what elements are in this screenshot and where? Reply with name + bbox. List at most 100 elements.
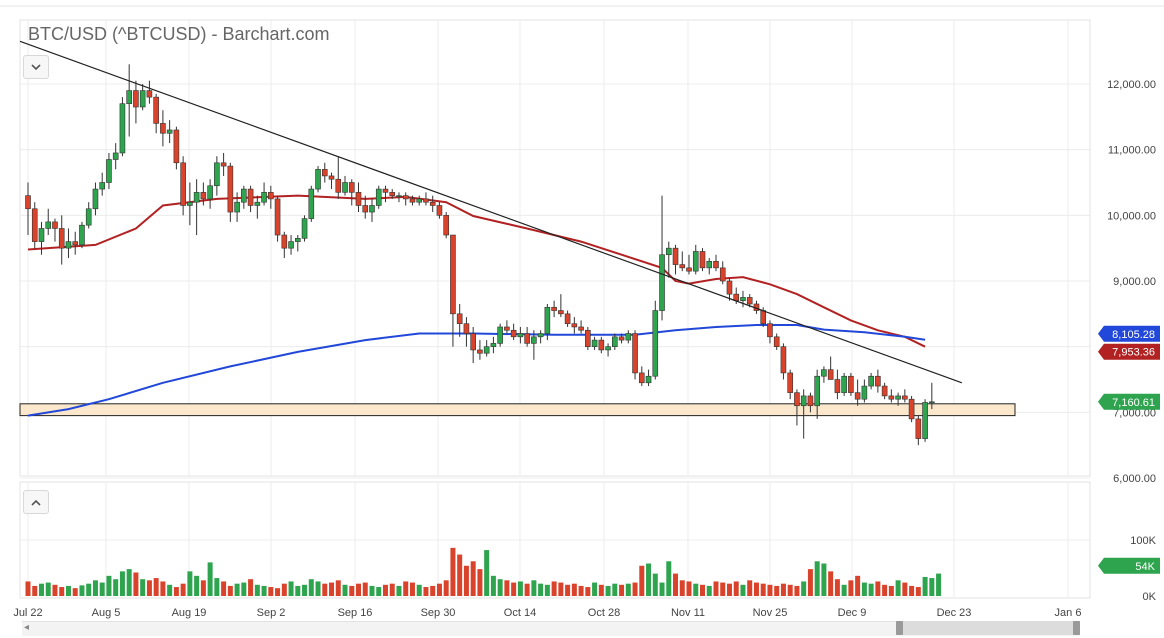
candle [726, 277, 733, 301]
candle [92, 182, 99, 216]
volume-bar [187, 571, 193, 596]
candle [79, 221, 85, 249]
scrollbar-thumb[interactable] [896, 621, 1080, 635]
candle-body [922, 402, 928, 439]
candle [517, 326, 524, 344]
candle [537, 330, 544, 344]
candle [281, 231, 288, 259]
candle [679, 251, 686, 272]
candle [193, 179, 200, 236]
candle [160, 110, 166, 147]
candle-body [665, 247, 672, 256]
volume-bar [335, 580, 341, 596]
candle-body [773, 336, 780, 347]
scrollbar-left-handle[interactable] [896, 621, 903, 635]
candle [389, 189, 396, 199]
candle [402, 192, 409, 206]
y-tick-label: 9,000.00 [1113, 276, 1156, 288]
candle [598, 336, 605, 354]
volume-bar [450, 547, 456, 596]
volume-bar [133, 572, 139, 596]
scrollbar-right-handle[interactable] [1073, 621, 1080, 635]
y-tick-label: 12,000.00 [1107, 79, 1156, 91]
chevron-up-icon[interactable] [23, 490, 49, 514]
candle-body [402, 195, 409, 200]
candle-body [632, 333, 638, 374]
candle-body [180, 162, 186, 206]
chevron-down-icon[interactable] [23, 55, 49, 79]
candle-body [733, 293, 740, 301]
candle-body [369, 205, 375, 213]
candle-body [915, 418, 922, 439]
candle [665, 241, 672, 278]
candle [328, 172, 335, 190]
candle [713, 254, 719, 272]
candle [450, 234, 456, 347]
candle-body [173, 129, 180, 164]
candle [483, 340, 490, 357]
volume-bar [92, 580, 98, 596]
volume-bar [430, 585, 436, 596]
volume-last-badge-shape [1098, 557, 1160, 574]
candle-body [308, 188, 315, 219]
volume-bar [38, 583, 44, 596]
candle [504, 320, 510, 334]
candle-body [133, 90, 139, 108]
candle-body [531, 336, 537, 344]
candle [288, 235, 294, 255]
candle-body [699, 251, 706, 269]
timeline-scrollbar[interactable] [22, 621, 1080, 636]
candle-body [423, 198, 429, 203]
candle-body [362, 205, 369, 213]
volume-bar [72, 588, 78, 596]
candle-body [207, 185, 213, 200]
y-tick-label: 11,000.00 [1108, 145, 1156, 157]
support-zone-layer [19, 403, 1016, 417]
candle [342, 175, 348, 196]
ma-short-badge-shape [1098, 343, 1160, 360]
candle-body [416, 198, 423, 203]
x-tick-label: Aug 5 [92, 607, 121, 619]
volume-bar [706, 585, 712, 596]
volume-bar [113, 579, 119, 596]
candle-body [187, 201, 193, 206]
candle [578, 320, 584, 334]
candle-body [375, 188, 382, 206]
volume-bar [740, 584, 746, 596]
candle-body [672, 247, 679, 265]
volume-bar [281, 583, 287, 596]
candle [65, 228, 72, 259]
candle-body [348, 182, 355, 193]
volume-bar [592, 582, 598, 596]
volume-bar [45, 582, 51, 596]
candle-body [585, 329, 591, 347]
candle [625, 330, 632, 344]
candle-body [908, 398, 915, 420]
candle [227, 162, 234, 222]
candle [794, 389, 800, 426]
volume-bar [922, 576, 928, 596]
volume-bar [140, 579, 146, 596]
ma-short-badge-label: 7,953.36 [1112, 347, 1155, 359]
volume-bar [841, 584, 847, 596]
candles-layer [25, 64, 935, 446]
volume-bar [538, 583, 544, 596]
candle [659, 195, 665, 321]
candle-body [807, 395, 814, 407]
candle-body [551, 306, 557, 311]
volume-bar [153, 578, 159, 596]
candle-body [45, 221, 52, 229]
volume-bar [544, 584, 550, 596]
volume-bar [679, 580, 685, 596]
candle-body [497, 326, 503, 344]
candle [85, 202, 92, 229]
candle [524, 326, 530, 347]
scroll-left-icon[interactable]: ◂ [24, 622, 30, 633]
volume-bar [436, 583, 442, 596]
volume-bar [32, 585, 38, 596]
x-tick-label: Dec 9 [838, 607, 867, 619]
candle-body [875, 375, 881, 387]
candle [490, 336, 497, 354]
volume-last-badge-label: 54K [1135, 561, 1155, 573]
volume-bar [747, 580, 753, 596]
